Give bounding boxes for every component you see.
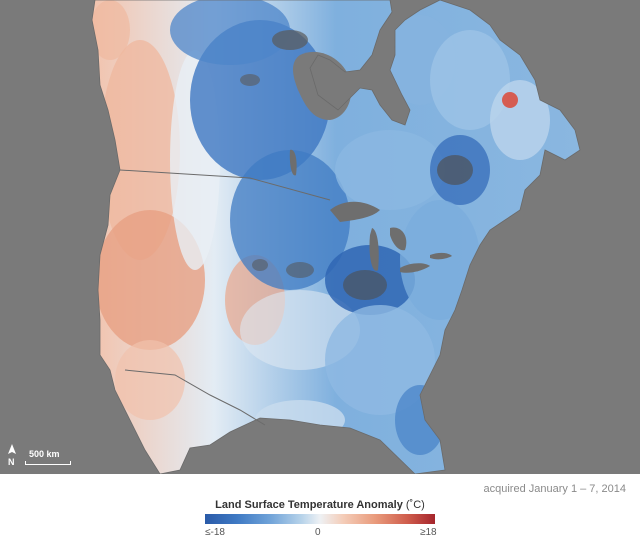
lake-superior bbox=[330, 201, 380, 222]
scale-bar: 500 km bbox=[25, 449, 71, 465]
lake-erie bbox=[400, 263, 430, 273]
temperature-anomaly-map: N 500 km bbox=[0, 0, 640, 474]
scale-bar-label: 500 km bbox=[29, 449, 60, 459]
legend-mid-label: 0 bbox=[315, 527, 321, 538]
anomaly-patches bbox=[92, 0, 550, 455]
map-canvas bbox=[91, 0, 581, 474]
legend-max-label: ≥18 bbox=[420, 527, 437, 538]
north-label: N bbox=[8, 457, 15, 466]
legend-title: Land Surface Temperature Anomaly (˚C) bbox=[0, 499, 640, 511]
lake-winnipeg bbox=[289, 149, 297, 176]
lake-michigan bbox=[369, 228, 379, 271]
legend-unit: (˚C) bbox=[405, 499, 425, 511]
legend-color-ramp bbox=[205, 514, 435, 524]
hudson-bay bbox=[293, 51, 352, 120]
legend-min-label: ≤-18 bbox=[205, 527, 225, 538]
acquired-date: acquired January 1 – 7, 2014 bbox=[483, 483, 627, 495]
north-arrow-icon: N bbox=[3, 444, 21, 466]
us-canada-border bbox=[119, 169, 331, 201]
legend-title-text: Land Surface Temperature Anomaly bbox=[215, 499, 403, 511]
lake-ontario bbox=[430, 252, 452, 260]
scale-bar-line bbox=[25, 461, 71, 465]
lake-huron bbox=[390, 227, 407, 251]
us-mexico-border bbox=[124, 369, 266, 426]
